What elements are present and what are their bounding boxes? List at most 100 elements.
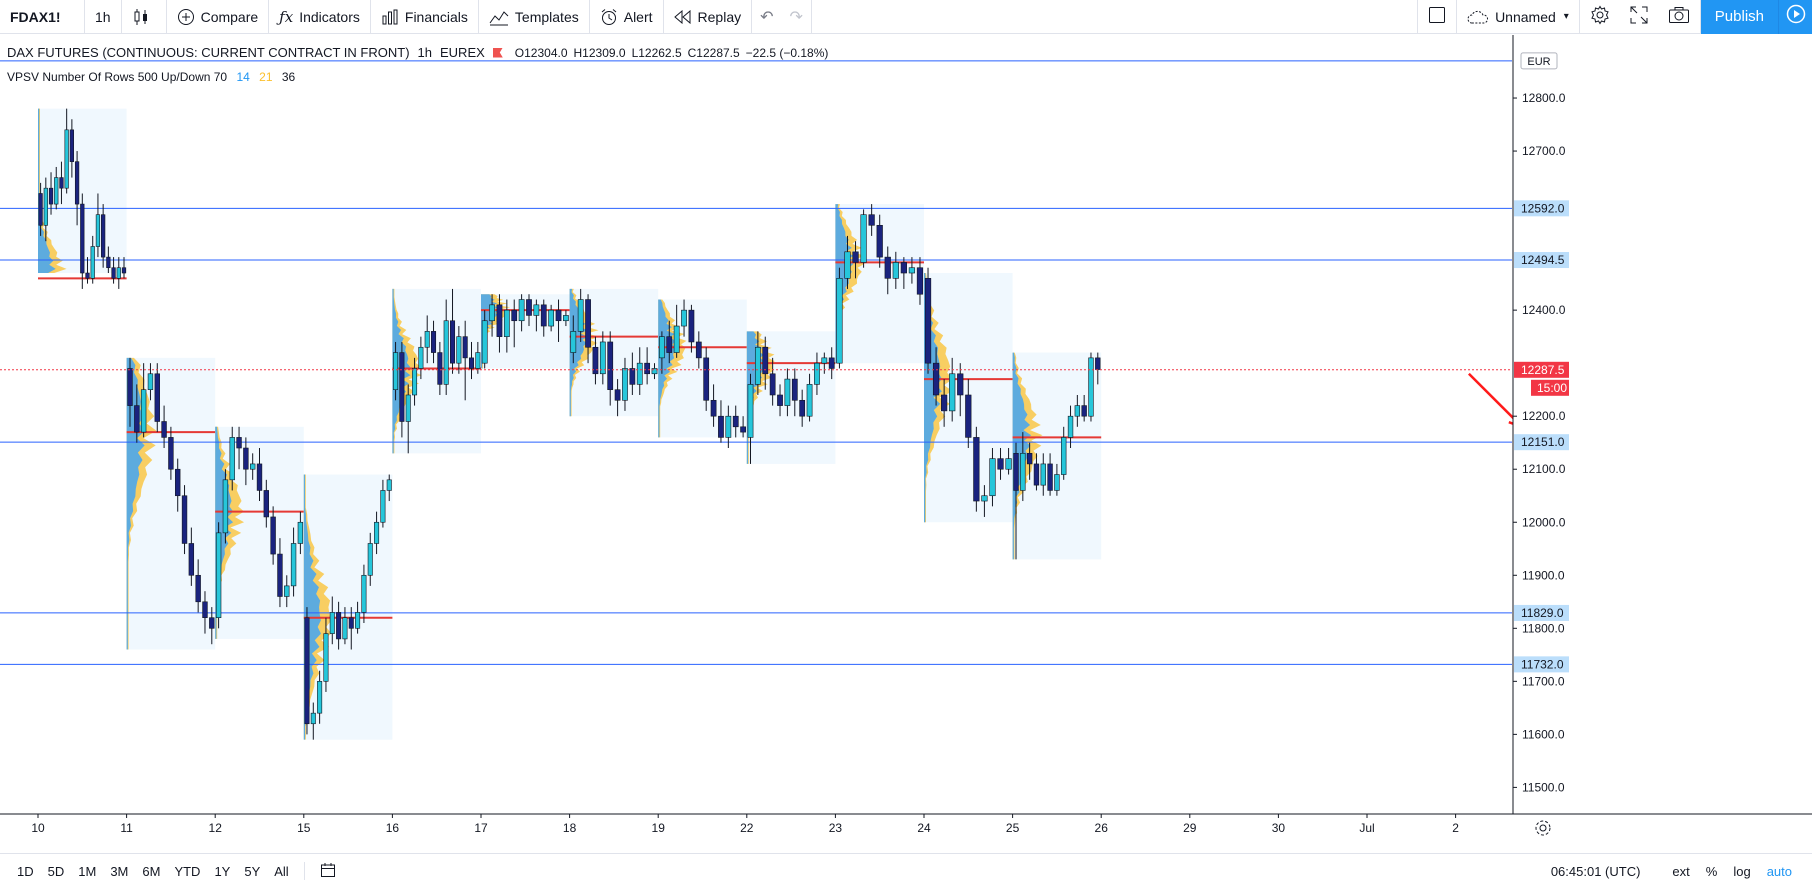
settings-button[interactable] xyxy=(1580,0,1620,34)
horizontal-levels-group xyxy=(0,60,1512,665)
volume-profile-up xyxy=(569,288,589,417)
range-5y[interactable]: 5Y xyxy=(244,863,261,879)
candle-down xyxy=(1026,453,1033,465)
interval-button[interactable]: 1h xyxy=(85,0,122,34)
legend-low: L12262.5 xyxy=(631,45,682,60)
candle-down xyxy=(916,267,924,295)
replay-play-button[interactable] xyxy=(1778,0,1812,34)
undo-icon: ↶ xyxy=(760,8,774,26)
candle-up xyxy=(821,357,828,364)
candle-up xyxy=(563,315,569,322)
publish-button[interactable]: Publish xyxy=(1700,0,1778,34)
currency-label: EUR xyxy=(1527,56,1550,68)
fullscreen-layout-button[interactable] xyxy=(1417,0,1458,34)
alert-label: Alert xyxy=(623,8,653,25)
auto-scale-toggle[interactable]: auto xyxy=(1766,863,1792,879)
price-chart[interactable]: 12800.0 12700.0 12400.0 12200.0 12100.0 12000… xyxy=(0,35,1812,853)
candle-up xyxy=(836,278,843,364)
range-all[interactable]: All xyxy=(274,863,289,879)
legend-open: O12304.0 xyxy=(514,45,568,60)
candle-up xyxy=(329,612,335,634)
compare-button[interactable]: Compare xyxy=(167,0,270,34)
replay-button[interactable]: Replay xyxy=(664,0,753,34)
financials-button[interactable]: Financials xyxy=(371,0,479,34)
candle-up xyxy=(725,415,732,438)
candle-up xyxy=(577,299,584,332)
gear-icon xyxy=(1535,820,1551,836)
range-5d[interactable]: 5D xyxy=(47,863,65,879)
symbol-search-button[interactable]: FDAX1! xyxy=(0,0,85,34)
candle-up xyxy=(681,309,687,327)
series-legend[interactable]: DAX FUTURES (CONTINUOUS: CURRENT CONTRAC… xyxy=(7,45,834,60)
time-tick-label: 19 xyxy=(652,821,666,835)
utc-clock[interactable]: 06:45:01 (UTC) xyxy=(1550,863,1641,879)
time-axis: 10 11 12 15 16 17 18 19 22 23 24 25 26 29 30 Jul 2 xyxy=(0,813,1812,853)
templates-button[interactable]: Templates xyxy=(479,0,590,34)
replay-label: Replay xyxy=(697,8,742,25)
fullscreen-button[interactable] xyxy=(1620,0,1658,34)
candle-down xyxy=(336,612,342,640)
legend-high: H12309.0 xyxy=(573,45,626,60)
divider xyxy=(303,862,305,880)
candle-up xyxy=(806,384,813,417)
range-1d[interactable]: 1D xyxy=(17,863,34,879)
layout-name-button[interactable]: Unnamed ▾ xyxy=(1457,0,1580,34)
snapshot-button[interactable] xyxy=(1658,0,1701,34)
volume-profile-up xyxy=(126,357,146,650)
candle-down xyxy=(852,251,859,263)
price-tick-label: 11700.0 xyxy=(1522,674,1565,688)
candle-down xyxy=(973,437,980,502)
candle-down xyxy=(348,617,354,629)
candle-down xyxy=(777,394,783,406)
ext-hours-toggle[interactable]: ext xyxy=(1672,863,1690,879)
goto-date-button[interactable] xyxy=(313,862,343,881)
candle-down xyxy=(884,256,891,279)
range-6m[interactable]: 6M xyxy=(142,863,161,879)
publish-label: Publish xyxy=(1714,8,1764,25)
range-1y[interactable]: 1Y xyxy=(214,863,231,879)
candle-down xyxy=(718,415,724,438)
candle-down xyxy=(48,187,54,205)
last-price-label: 12287.5 xyxy=(1521,363,1565,377)
percent-scale-toggle[interactable]: % xyxy=(1705,863,1718,879)
range-ytd[interactable]: YTD xyxy=(174,863,201,879)
indicator-name: VPSV Number Of Rows 500 Up/Down 70 xyxy=(7,70,228,84)
candle-down xyxy=(828,357,835,369)
candle-up xyxy=(361,574,367,613)
candle-down xyxy=(799,399,806,417)
time-tick-label: 16 xyxy=(386,821,400,835)
candle-up xyxy=(90,246,95,279)
candle-up xyxy=(844,251,851,279)
undo-button[interactable]: ↶ xyxy=(752,0,781,34)
candle-down xyxy=(181,495,188,544)
candle-down xyxy=(85,272,90,279)
candle-up xyxy=(1061,437,1067,475)
candle-down xyxy=(437,352,443,385)
gear-icon xyxy=(1539,824,1547,832)
chart-pane[interactable]: 12800.0 12700.0 12400.0 12200.0 12100.0 12000… xyxy=(0,35,1812,853)
time-tick-label: 30 xyxy=(1272,821,1286,835)
compare-label: Compare xyxy=(200,8,259,25)
candle-up xyxy=(548,309,555,327)
range-3m[interactable]: 3M xyxy=(110,863,129,879)
alert-button[interactable]: Alert xyxy=(590,0,664,34)
indicator-legend[interactable]: VPSV Number Of Rows 500 Up/Down 70 14 21… xyxy=(7,70,301,84)
range-1m[interactable]: 1M xyxy=(78,863,97,879)
price-tick-label: 12000.0 xyxy=(1522,515,1566,529)
axis-settings-icon[interactable] xyxy=(1535,820,1551,836)
candle-up xyxy=(754,346,761,385)
indicators-button[interactable]: ƒx Indicators xyxy=(269,0,371,34)
indicator-param-1: 14 xyxy=(236,70,250,84)
candle-up xyxy=(860,214,867,263)
time-tick-label: 23 xyxy=(829,821,843,835)
rewind-icon xyxy=(673,9,692,24)
chart-style-button[interactable] xyxy=(122,0,167,34)
legend-change: −22.5 (−0.18%) xyxy=(745,45,829,60)
bottom-toolbar: 1D 5D 1M 3M 6M YTD 1Y 5Y All 06:45:01 (U… xyxy=(0,853,1812,888)
candle-up xyxy=(229,437,235,481)
candle-up xyxy=(393,352,399,390)
log-scale-toggle[interactable]: log xyxy=(1733,863,1751,879)
cloud-icon xyxy=(1467,10,1489,24)
candle-up xyxy=(284,585,290,597)
redo-button[interactable]: ↷ xyxy=(782,0,812,34)
